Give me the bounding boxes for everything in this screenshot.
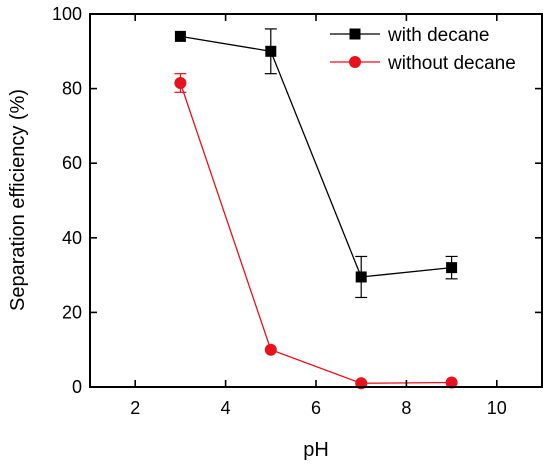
data-point bbox=[264, 343, 277, 356]
y-tick-label: 60 bbox=[62, 153, 82, 173]
series-line bbox=[180, 35, 452, 278]
legend-marker bbox=[349, 28, 361, 40]
legend-entry: without decane bbox=[330, 53, 516, 74]
legend: with decane without decane bbox=[330, 25, 516, 74]
x-tick-label: 10 bbox=[487, 398, 507, 418]
y-tick-label: 40 bbox=[62, 228, 82, 248]
y-tick-label: 80 bbox=[62, 79, 82, 99]
series-line bbox=[179, 82, 452, 384]
series-layer bbox=[174, 28, 458, 390]
x-tick-label: 2 bbox=[130, 398, 140, 418]
y-axis-title: Separation efficiency (%) bbox=[7, 89, 29, 311]
data-point bbox=[174, 30, 186, 42]
x-tick-label: 8 bbox=[401, 398, 411, 418]
y-tick-label: 100 bbox=[52, 4, 82, 24]
data-point bbox=[445, 376, 458, 389]
x-tick-label: 6 bbox=[311, 398, 321, 418]
legend-label: with decane bbox=[387, 25, 489, 46]
data-point bbox=[446, 262, 458, 274]
x-axis-title: pH bbox=[303, 439, 329, 461]
data-point bbox=[355, 271, 367, 283]
x-axis: 2 4 6 8 10 bbox=[130, 14, 507, 418]
data-point bbox=[174, 77, 187, 90]
y-tick-label: 20 bbox=[62, 302, 82, 322]
legend-entry: with decane bbox=[330, 25, 489, 46]
y-tick-label: 0 bbox=[72, 377, 82, 397]
data-point bbox=[265, 45, 277, 57]
series-1 bbox=[174, 73, 458, 390]
legend-label: without decane bbox=[387, 53, 516, 74]
y-axis: 0 20 40 60 80 100 bbox=[52, 4, 542, 397]
x-tick-label: 4 bbox=[221, 398, 231, 418]
legend-marker bbox=[349, 56, 361, 68]
series-0 bbox=[174, 28, 458, 299]
